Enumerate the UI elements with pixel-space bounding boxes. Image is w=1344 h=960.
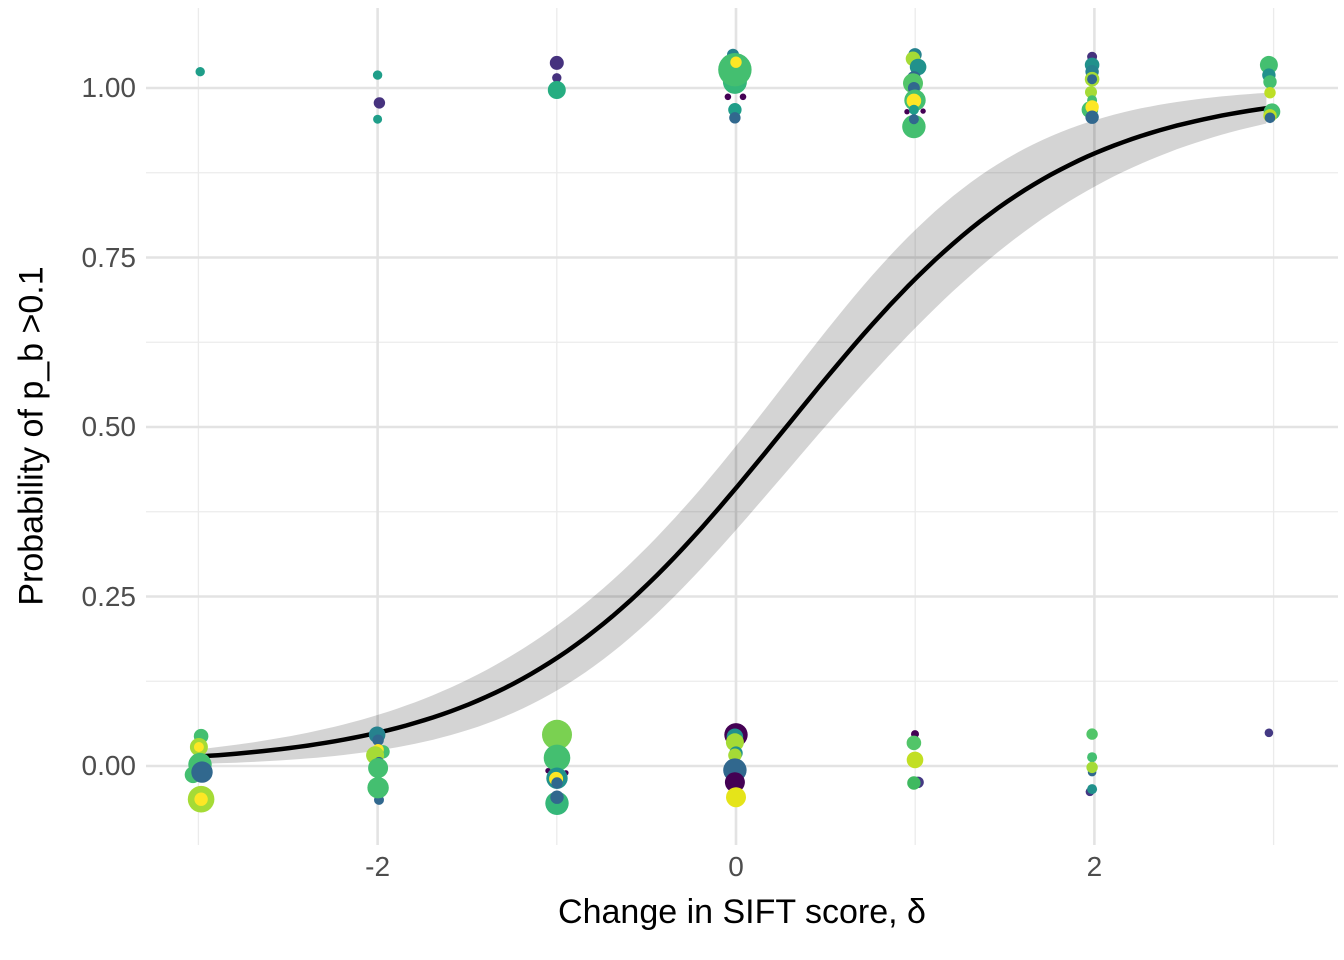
fit-curve bbox=[197, 105, 1269, 759]
data-point bbox=[739, 93, 747, 101]
data-point bbox=[367, 777, 389, 799]
data-point bbox=[368, 758, 389, 778]
data-point bbox=[1086, 761, 1098, 774]
data-point bbox=[193, 742, 204, 752]
confidence-band bbox=[200, 92, 1267, 764]
data-point bbox=[718, 52, 752, 87]
data-point bbox=[726, 787, 746, 808]
data-point bbox=[1259, 55, 1278, 74]
data-point bbox=[728, 103, 742, 117]
data-point bbox=[904, 109, 910, 115]
data-point bbox=[729, 112, 741, 124]
data-point bbox=[543, 744, 571, 772]
data-point bbox=[920, 108, 926, 114]
data-point bbox=[194, 792, 208, 806]
y-tick-label: 1.00 bbox=[81, 72, 137, 103]
x-tick-label: -2 bbox=[365, 851, 391, 882]
data-point bbox=[195, 67, 205, 77]
data-point bbox=[1263, 75, 1277, 89]
data-point bbox=[547, 81, 566, 99]
data-point bbox=[908, 104, 919, 115]
x-tick-label: 2 bbox=[1086, 851, 1103, 882]
data-point bbox=[1087, 784, 1098, 795]
data-point bbox=[908, 114, 919, 125]
data-point bbox=[549, 55, 564, 70]
data-point bbox=[906, 735, 922, 751]
data-point bbox=[1085, 86, 1097, 99]
data-point bbox=[1264, 112, 1276, 124]
x-axis-title: Change in SIFT score, δ bbox=[558, 893, 926, 931]
data-point bbox=[373, 114, 383, 124]
data-point bbox=[728, 748, 742, 762]
data-point bbox=[372, 70, 383, 80]
data-point bbox=[1085, 100, 1099, 114]
data-point bbox=[724, 772, 745, 793]
data-point bbox=[906, 93, 922, 109]
y-tick-label: 0.25 bbox=[81, 580, 137, 612]
data-point bbox=[373, 97, 386, 109]
y-tick-label: 0.75 bbox=[81, 241, 137, 273]
data-point bbox=[550, 790, 564, 804]
data-point bbox=[1085, 110, 1099, 124]
data-point bbox=[552, 73, 562, 83]
data-point bbox=[1264, 728, 1274, 738]
x-tick-label: 0 bbox=[728, 851, 744, 882]
y-axis-title: Probability of p_b >0.1 bbox=[12, 266, 51, 606]
data-point bbox=[1086, 728, 1098, 740]
data-point bbox=[551, 777, 563, 789]
data-point bbox=[907, 776, 921, 790]
data-point bbox=[1264, 87, 1276, 99]
data-point bbox=[724, 93, 732, 101]
y-tick-label: 0.50 bbox=[81, 411, 137, 442]
data-point bbox=[542, 719, 572, 750]
y-tick-label: 0.00 bbox=[81, 750, 137, 781]
data-point bbox=[1087, 752, 1098, 763]
data-point bbox=[372, 734, 384, 746]
data-point bbox=[906, 751, 924, 769]
data-point bbox=[191, 761, 213, 783]
data-point bbox=[902, 114, 926, 139]
data-point bbox=[730, 56, 742, 68]
data-point bbox=[1087, 74, 1098, 85]
data-point bbox=[725, 733, 744, 752]
